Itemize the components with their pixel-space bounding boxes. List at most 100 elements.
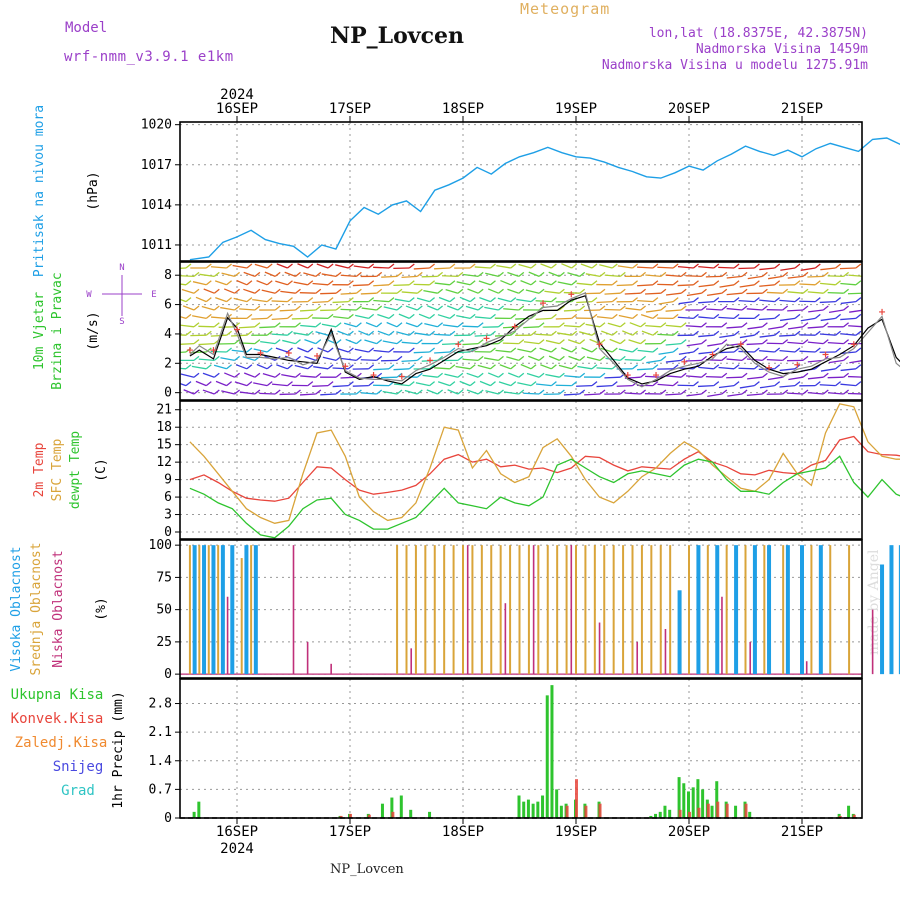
wind-barb-flag bbox=[490, 263, 496, 269]
wind-barb-flag bbox=[660, 322, 667, 328]
wind-barb-flag bbox=[693, 297, 699, 303]
wind-barb-flag bbox=[782, 288, 789, 294]
wind-barb-flag bbox=[741, 305, 748, 311]
cloud-bar bbox=[575, 545, 577, 675]
wind-barb-flag bbox=[518, 389, 525, 395]
wind-barb-flag bbox=[490, 347, 496, 353]
wind-barb-flag bbox=[558, 339, 565, 345]
wind-gust-marker bbox=[653, 372, 660, 379]
precip-bar bbox=[339, 815, 343, 818]
wind-barb-flag bbox=[457, 389, 464, 395]
wind-barb bbox=[281, 373, 296, 378]
wind-barb bbox=[340, 274, 357, 278]
wind-barb-flag bbox=[530, 297, 537, 303]
wind-barb bbox=[364, 339, 377, 345]
wind-barb bbox=[665, 375, 682, 378]
wind-barb bbox=[320, 393, 337, 396]
wind-barb bbox=[315, 331, 329, 336]
wind-barb bbox=[580, 263, 593, 269]
wind-barb bbox=[275, 280, 288, 286]
wind-barb-flag bbox=[396, 322, 403, 328]
wind-barb-flag bbox=[307, 263, 314, 269]
wind-barb bbox=[215, 297, 227, 303]
wind-gust-marker bbox=[596, 341, 603, 348]
wind-barb-flag bbox=[701, 305, 707, 311]
wind-barb bbox=[625, 307, 641, 311]
wind-barb bbox=[224, 372, 235, 378]
wind-barb bbox=[297, 263, 309, 269]
wind-barb-flag bbox=[611, 280, 618, 286]
wind-barb-flag bbox=[774, 364, 781, 370]
ytick-label: 12 bbox=[156, 455, 172, 470]
wind-barb bbox=[558, 364, 572, 370]
wind-barb bbox=[698, 334, 714, 338]
cloud-bar bbox=[721, 596, 723, 675]
wind-barb bbox=[839, 267, 856, 270]
wind-barb bbox=[657, 266, 674, 269]
wind-barb-flag bbox=[632, 313, 639, 319]
wind-barb bbox=[235, 364, 248, 370]
wind-barb bbox=[628, 339, 641, 345]
wind-barb-flag bbox=[274, 339, 281, 345]
wind-barb-flag bbox=[721, 355, 728, 361]
wind-barb bbox=[382, 390, 398, 395]
wind-barb-flag bbox=[518, 372, 525, 378]
wind-barb-flag bbox=[680, 339, 687, 345]
wind-barb-flag bbox=[193, 389, 200, 395]
precip-bar bbox=[517, 795, 521, 818]
wind-barb-flag bbox=[266, 347, 273, 353]
wind-barb-flag bbox=[246, 381, 253, 387]
wind-barb-flag bbox=[701, 372, 707, 378]
wind-barb-flag bbox=[579, 305, 586, 311]
wind-barb bbox=[686, 292, 702, 297]
wind-barb bbox=[496, 264, 511, 269]
wind-barb-flag bbox=[287, 297, 293, 303]
temp-line-2 bbox=[189, 455, 900, 539]
wind-barb bbox=[827, 376, 844, 379]
wind-gust-marker bbox=[186, 347, 193, 354]
cloud-bar bbox=[202, 545, 207, 675]
wind-barb-flag bbox=[449, 313, 456, 319]
wind-barb bbox=[180, 267, 187, 269]
wind-barb bbox=[293, 281, 308, 286]
wind-barb-flag bbox=[477, 305, 484, 311]
precip-bar bbox=[744, 803, 748, 818]
wind-barb bbox=[645, 274, 661, 278]
wind-barb bbox=[563, 309, 580, 312]
wind-barb-flag bbox=[457, 288, 464, 294]
ytick-label: 1011 bbox=[141, 238, 172, 253]
wind-barb bbox=[487, 288, 499, 294]
wind-barb-flag bbox=[591, 364, 598, 370]
wind-barb bbox=[239, 326, 255, 329]
wind-barb-flag bbox=[193, 372, 200, 378]
wind-barb-flag bbox=[477, 322, 484, 328]
wind-barb bbox=[424, 323, 438, 328]
wind-barb bbox=[446, 305, 459, 311]
precip-bar bbox=[852, 814, 856, 818]
wind-barb bbox=[271, 333, 288, 336]
elevation: Nadmorska Visina 1459m bbox=[695, 42, 868, 57]
compass-s: S bbox=[119, 317, 124, 327]
ylabel-pressure-unit: (hPa) bbox=[86, 171, 101, 210]
wind-barb bbox=[759, 334, 775, 338]
wind-barb-flag bbox=[490, 330, 496, 336]
wind-barb bbox=[840, 383, 856, 387]
wind-barb-flag bbox=[368, 280, 375, 286]
wind-barb bbox=[413, 351, 430, 354]
precip-bar bbox=[531, 803, 535, 818]
pressure-line bbox=[189, 137, 900, 261]
wind-barb-flag bbox=[185, 280, 192, 286]
wind-barb bbox=[321, 323, 337, 328]
wind-barb bbox=[545, 339, 560, 345]
wind-barb-flag bbox=[469, 313, 476, 319]
wind-barb-flag bbox=[660, 389, 667, 395]
wind-barb bbox=[738, 299, 755, 303]
wind-barb-flag bbox=[368, 313, 375, 319]
wind-gust-marker bbox=[850, 341, 857, 348]
wind-barb-flag bbox=[266, 263, 273, 269]
wind-barb bbox=[523, 392, 540, 395]
wind-barb bbox=[203, 288, 215, 294]
wind-barb-flag bbox=[741, 355, 748, 361]
wind-barb-flag bbox=[530, 330, 537, 336]
wind-barb-flag bbox=[530, 347, 537, 353]
